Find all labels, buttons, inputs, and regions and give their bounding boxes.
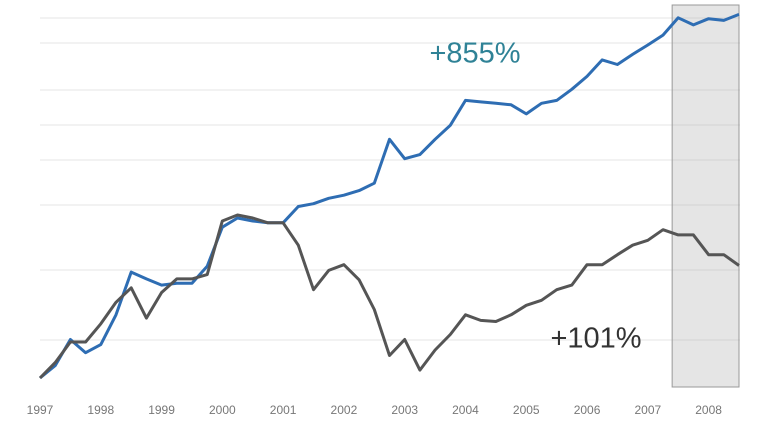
shaded-period: [671, 4, 740, 388]
x-tick-label: 2000: [209, 403, 236, 417]
x-tick-label: 2006: [574, 403, 601, 417]
background-grid: [40, 17, 740, 341]
x-tick-label: 2001: [270, 403, 297, 417]
annotation: +101%: [550, 323, 641, 355]
annotation: +855%: [429, 38, 520, 70]
x-tick-label: 1998: [87, 403, 114, 417]
x-tick-label: 1999: [148, 403, 175, 417]
x-tick-label: 1997: [27, 403, 54, 417]
x-tick-label: 2003: [391, 403, 418, 417]
x-tick-label: 2004: [452, 403, 479, 417]
x-tick-label: 2002: [331, 403, 358, 417]
x-tick-label: 2007: [634, 403, 661, 417]
series-line: [39, 13, 740, 380]
x-tick-label: 2005: [513, 403, 540, 417]
series-line: [38, 213, 740, 380]
x-tick-label: 2008: [695, 403, 722, 417]
